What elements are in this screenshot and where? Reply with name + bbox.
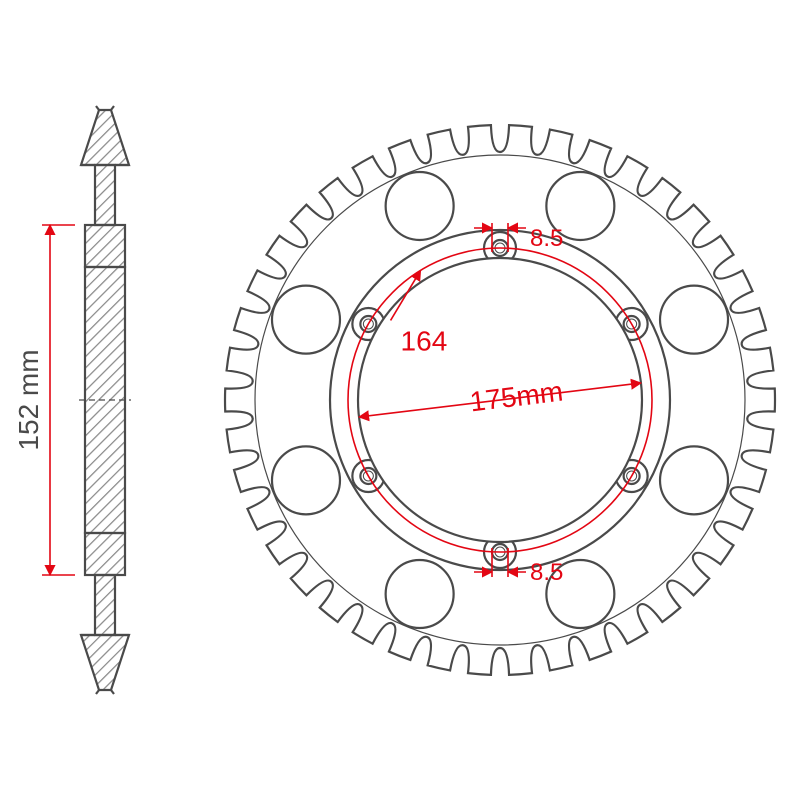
- lightening-hole: [272, 446, 340, 514]
- technical-drawing: 152 mm8.58.5164175mm: [0, 0, 800, 800]
- dim-bolt-hole-bottom: 8.5: [530, 559, 563, 586]
- lightening-hole: [272, 286, 340, 354]
- lightening-hole: [660, 446, 728, 514]
- lightening-hole: [660, 286, 728, 354]
- dim-bolt-hole-top: 8.5: [530, 225, 563, 252]
- dim-side-inner: 152 mm: [13, 349, 44, 450]
- lightening-hole: [386, 560, 454, 628]
- lightening-hole: [386, 172, 454, 240]
- side-view: [79, 106, 131, 694]
- dim-bolt-circle: 164: [401, 325, 448, 356]
